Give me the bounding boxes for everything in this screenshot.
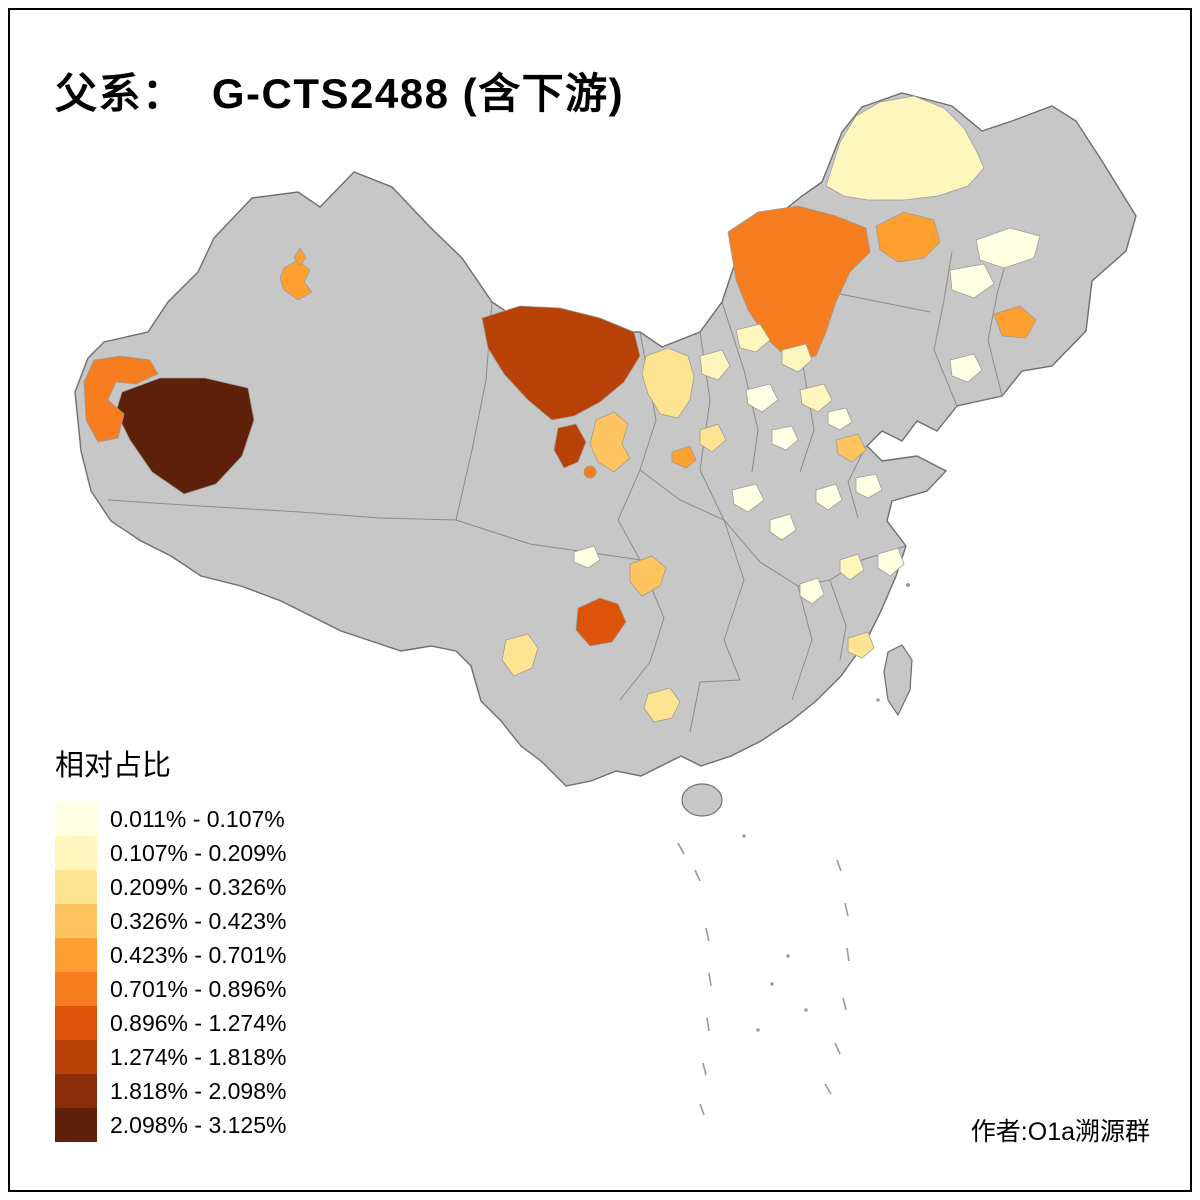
map-region [827, 407, 853, 431]
map-region [769, 513, 797, 541]
map-region [699, 423, 727, 453]
legend-row: 0.701% - 0.896% [55, 972, 286, 1006]
map-region [573, 545, 601, 569]
map-region [949, 263, 995, 299]
map-region [589, 411, 631, 473]
author-credit: 作者:O1a溯源群 [970, 1118, 1150, 1146]
map-region [949, 353, 983, 383]
map-region [641, 347, 695, 419]
map-region [825, 95, 985, 201]
sea-islets [742, 583, 910, 1032]
legend-title: 相对占比 [55, 750, 172, 782]
map-region [83, 355, 159, 443]
legend-label: 1.274% - 1.818% [110, 1043, 287, 1070]
map-title: 父系： G-CTS2488 (含下游) [55, 70, 625, 117]
map-region [731, 483, 765, 513]
map-region [629, 555, 667, 597]
legend-label: 0.896% - 1.274% [110, 1009, 287, 1036]
legend-row: 1.818% - 2.098% [55, 1074, 286, 1108]
legend-row: 0.896% - 1.274% [55, 1006, 286, 1040]
legend-swatch [55, 1108, 97, 1142]
legend-row: 0.107% - 0.209% [55, 836, 286, 870]
legend-label: 0.326% - 0.423% [110, 907, 287, 934]
legend-label: 0.209% - 0.326% [110, 873, 287, 900]
map-region [993, 305, 1037, 339]
nine-dash-line [677, 842, 850, 1116]
map-region [643, 687, 681, 723]
map-region [699, 349, 731, 381]
legend-label: 1.818% - 2.098% [110, 1077, 287, 1104]
map-region [115, 377, 255, 495]
map-region [727, 205, 871, 361]
map-region [855, 473, 883, 499]
legend-swatch [55, 972, 97, 1006]
map-region [799, 577, 825, 605]
map-region [735, 323, 771, 353]
legend-swatch [55, 870, 97, 904]
shaded-regions [83, 95, 1041, 723]
legend-swatch [55, 836, 97, 870]
map-region [799, 383, 833, 413]
map-region [553, 423, 587, 469]
map-region [839, 553, 865, 581]
map-region [671, 445, 697, 469]
taiwan-island [883, 644, 913, 717]
map-region [975, 227, 1041, 269]
legend-label: 0.701% - 0.896% [110, 975, 287, 1002]
map-region [781, 343, 813, 373]
legend: 相对占比 0.011% - 0.107% 0.107% - 0.209% 0.2… [55, 742, 286, 1142]
map-region [847, 631, 875, 659]
legend-label: 0.011% - 0.107% [110, 805, 285, 832]
legend-row: 0.011% - 0.107% [55, 802, 286, 836]
hainan-island [681, 783, 723, 817]
map-region [293, 247, 307, 267]
map-region [815, 483, 843, 511]
map-region [583, 465, 597, 479]
legend-row: 0.326% - 0.423% [55, 904, 286, 938]
map-region [875, 211, 941, 263]
legend-swatch [55, 1040, 97, 1074]
legend-label: 0.107% - 0.209% [110, 839, 287, 866]
map-region [771, 425, 799, 451]
map-region [835, 433, 867, 463]
map-region [745, 383, 779, 413]
legend-swatch [55, 1006, 97, 1040]
legend-label: 2.098% - 3.125% [110, 1111, 287, 1138]
legend-row: 0.423% - 0.701% [55, 938, 286, 972]
legend-swatch [55, 1074, 97, 1108]
legend-label: 0.423% - 0.701% [110, 941, 287, 968]
legend-row: 2.098% - 3.125% [55, 1108, 286, 1142]
map-region [481, 305, 641, 421]
province-borders [107, 241, 1013, 733]
legend-swatch [55, 802, 97, 836]
map-region [501, 633, 539, 677]
legend-row: 0.209% - 0.326% [55, 870, 286, 904]
map-region [877, 547, 905, 577]
map-region [575, 597, 627, 647]
legend-row: 1.274% - 1.818% [55, 1040, 286, 1074]
legend-swatch [55, 938, 97, 972]
legend-swatch [55, 904, 97, 938]
